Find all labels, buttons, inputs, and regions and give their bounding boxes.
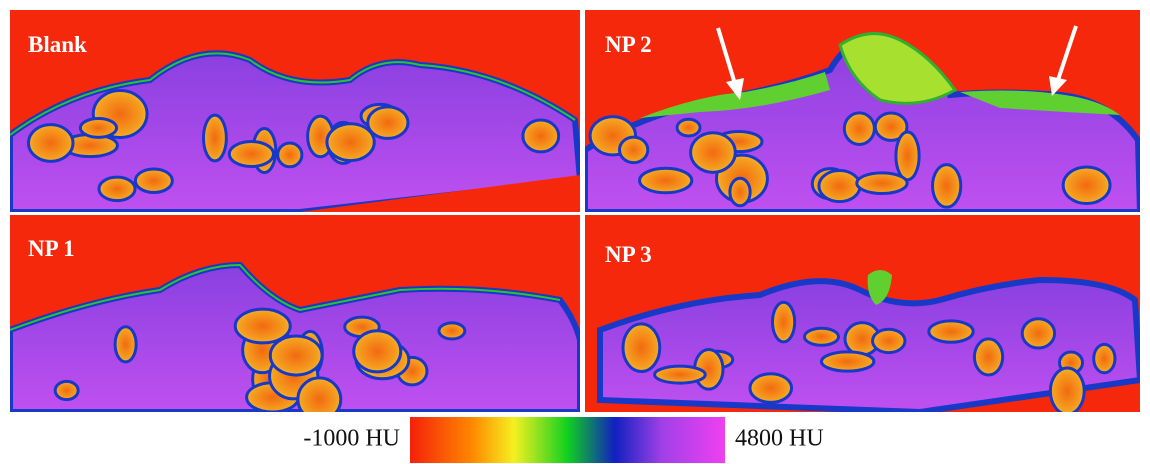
- pore: [819, 171, 860, 202]
- pore: [773, 302, 795, 342]
- pore: [857, 173, 907, 194]
- panel-label: NP 1: [28, 236, 75, 261]
- pore: [1022, 319, 1054, 348]
- panel-label: Blank: [28, 32, 87, 57]
- pore: [933, 165, 961, 208]
- pore: [327, 124, 374, 161]
- pore: [115, 327, 136, 362]
- pore: [278, 143, 302, 167]
- pore: [730, 178, 750, 206]
- pore: [55, 381, 78, 399]
- pore: [203, 115, 226, 161]
- pore: [99, 177, 135, 200]
- pore: [691, 133, 736, 173]
- page: Blank NP 2 NP 1 NP 3 -1000 HU 4800 HU ((…: [0, 0, 1150, 464]
- pore: [1063, 167, 1110, 203]
- pore: [80, 118, 116, 137]
- colorbar-min-label: -1000 HU: [303, 426, 400, 452]
- pore: [844, 113, 874, 145]
- pore: [655, 366, 706, 383]
- pore: [368, 107, 408, 139]
- pore: [974, 339, 1002, 375]
- pore: [270, 336, 322, 375]
- pore: [821, 352, 873, 371]
- pore: [929, 321, 973, 342]
- pore: [1094, 344, 1115, 372]
- pore: [620, 137, 648, 162]
- pore: [750, 374, 792, 403]
- panel-label: NP 2: [605, 32, 652, 57]
- pore: [640, 168, 692, 192]
- pore: [1050, 368, 1084, 414]
- colorbar: [410, 417, 725, 463]
- panel-label: NP 3: [605, 242, 652, 267]
- pore: [804, 328, 838, 345]
- pore: [298, 378, 341, 421]
- pore: [135, 169, 172, 193]
- pore: [28, 125, 73, 162]
- pore: [354, 331, 401, 372]
- colorbar-max-label: 4800 HU: [735, 426, 824, 452]
- pore: [623, 324, 660, 372]
- pore: [677, 119, 700, 136]
- pore: [523, 120, 559, 152]
- pore: [896, 132, 919, 180]
- pore: [873, 329, 905, 352]
- figure: Blank NP 2 NP 1 NP 3 -1000 HU 4800 HU: [0, 0, 1150, 464]
- pore: [439, 323, 465, 339]
- pore: [229, 142, 273, 167]
